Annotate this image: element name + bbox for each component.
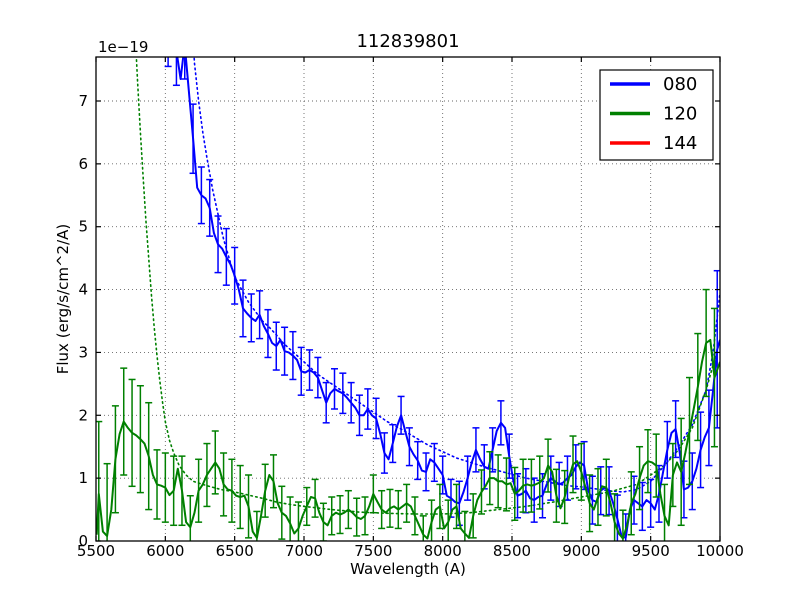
chart-render-root: 5500 6000 6500 7000 7500 8000 8500 9000 9500 1000…: [77, 56, 744, 560]
series-080-model-line: [193, 57, 720, 493]
y-tick-label: 1: [78, 469, 88, 487]
series-120-model-line: [135, 57, 720, 515]
x-tick-label: 7500: [354, 542, 392, 560]
series-120-line: [96, 338, 720, 540]
x-tick-label: 5500: [77, 542, 115, 560]
x-tick-label: 9000: [562, 542, 600, 560]
y-tick-label: 0: [78, 532, 88, 550]
y-tick-label: 6: [78, 155, 88, 173]
x-tick-label: 10000: [696, 542, 744, 560]
x-tick-label: 8000: [424, 542, 462, 560]
x-tick-label: 6500: [216, 542, 254, 560]
series-120: [96, 288, 720, 541]
y-axis-label: Flux (erg/s/cm^2/A): [54, 224, 72, 375]
y-axis-offset-label: 1e−19: [98, 38, 148, 56]
y-tick-label: 5: [78, 218, 88, 236]
x-axis-label: Wavelength (A): [350, 560, 466, 578]
y-tick-label: 2: [78, 406, 88, 424]
legend-label-080: 080: [663, 74, 697, 95]
y-tick-label: 3: [78, 343, 88, 361]
x-tick-label: 8500: [493, 542, 531, 560]
chart-title: 112839801: [356, 31, 459, 52]
y-tick-label: 4: [78, 281, 88, 299]
series-layer: [96, 57, 720, 541]
series-080-model: [193, 57, 720, 493]
series-120-errorbars: [96, 288, 718, 541]
legend-label-120: 120: [663, 104, 697, 125]
series-120-model: [135, 57, 720, 515]
y-tick-label: 7: [78, 92, 88, 110]
legend: 080 120 144: [599, 69, 714, 161]
legend-label-144: 144: [663, 133, 697, 154]
x-tick-label: 6000: [146, 542, 184, 560]
x-tick-label: 9500: [632, 542, 670, 560]
axis-ticks: 5500 6000 6500 7000 7500 8000 8500 9000 9500 1000…: [77, 57, 744, 560]
x-tick-label: 7000: [285, 542, 323, 560]
plot-frame: [95, 56, 721, 542]
